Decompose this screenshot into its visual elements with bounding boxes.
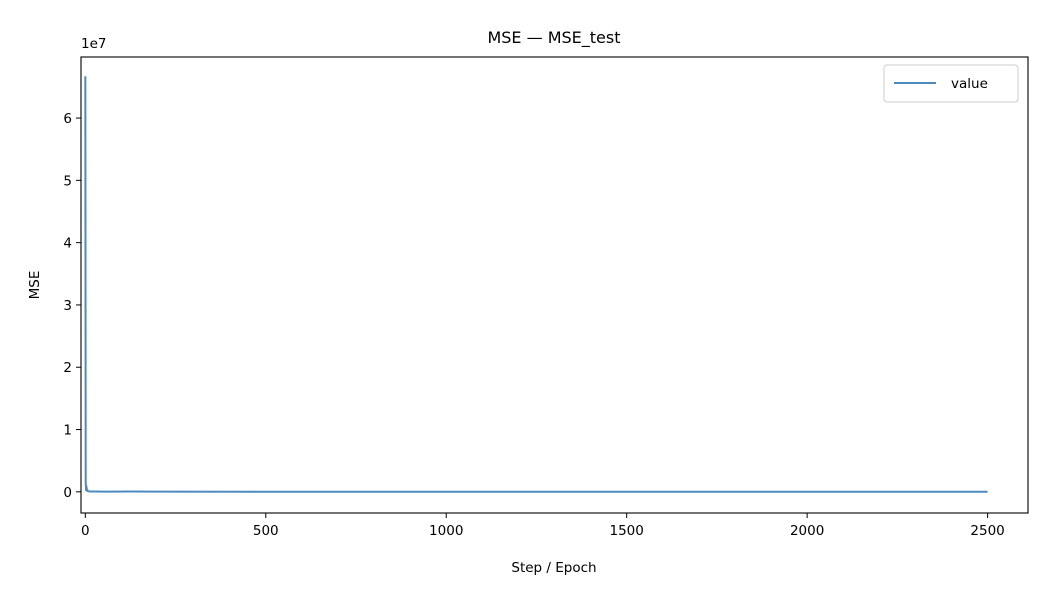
legend-box [883,64,1019,103]
y-offset-label: 1e7 [81,36,106,52]
x-axis: 0 500 1000 1500 2000 2500 [81,513,1005,539]
legend: value [883,64,1019,103]
x-axis-label: Step / Epoch [511,560,596,576]
y-tick-label: 6 [63,111,72,127]
plot-background [81,57,1028,513]
y-tick-label: 1 [63,423,72,439]
y-axis-label: MSE [27,271,43,300]
series-layer [84,76,988,493]
x-tick-label: 0 [81,523,90,539]
x-tick-label: 2500 [970,523,1004,539]
y-tick-label: 0 [63,485,72,501]
plot-frame [80,56,1029,514]
x-tick-label: 1000 [429,523,463,539]
x-tick-label: 2000 [790,523,824,539]
x-tick-label: 500 [253,523,279,539]
x-tick-label: 1500 [610,523,644,539]
y-tick-label: 2 [63,360,72,376]
y-tick-label: 4 [63,236,72,252]
series-line-value [84,76,988,493]
legend-entry-value: value [951,76,988,92]
y-tick-label: 3 [63,298,72,314]
y-tick-label: 5 [63,173,72,189]
chart-title: MSE — MSE_test [487,28,620,48]
y-axis: 0 1 2 3 4 5 6 [63,111,81,501]
